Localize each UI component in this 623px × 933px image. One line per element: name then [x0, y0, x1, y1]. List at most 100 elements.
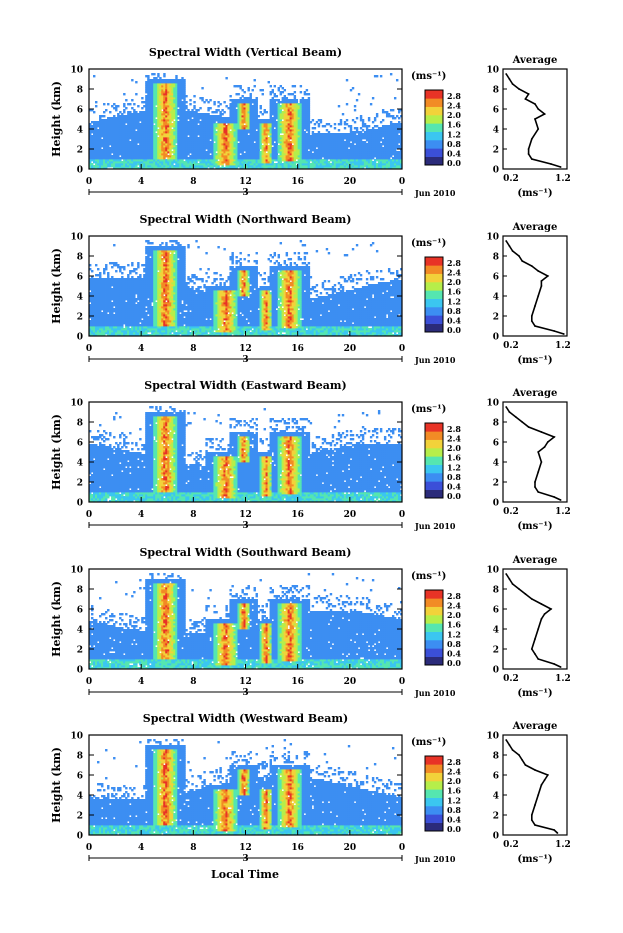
heatmap-cell: [239, 85, 241, 87]
heatmap-cell: [254, 79, 256, 81]
heatmap-cell: [189, 99, 191, 101]
heatmap-cell: [95, 264, 97, 266]
date-label: Jun 2010: [414, 188, 456, 198]
heatmap-cell: [266, 111, 268, 113]
x-tick-label: 4: [138, 177, 144, 187]
profile-point: [509, 78, 511, 80]
heatmap-cells: [89, 240, 402, 336]
heatmap-cell: [394, 97, 396, 99]
y-tick-label: 4: [77, 126, 83, 136]
y-axis-label: Height (km): [50, 81, 63, 157]
profile-point: [560, 166, 562, 168]
heatmap-cell: [262, 93, 264, 95]
heatmap-cell: [225, 77, 227, 79]
heatmap-cell: [274, 85, 276, 87]
profile-x-tick-label: 0.2: [503, 174, 519, 184]
heatmap-cell: [223, 101, 225, 103]
x-tick-label: 20: [344, 177, 357, 187]
y-tick-label: 6: [77, 106, 83, 116]
heatmap-cell: [95, 101, 97, 103]
heatmap-cell: [268, 81, 270, 83]
colorbar-segment: [425, 132, 443, 141]
heatmap-cell: [356, 99, 358, 101]
heatmap-cell: [306, 89, 308, 91]
heatmap-cell: [201, 87, 203, 89]
heatmap-cell: [243, 91, 245, 93]
heatmap-cell: [300, 91, 302, 93]
heatmap-cell: [213, 101, 215, 103]
colorbar-unit: (ms⁻¹): [411, 71, 446, 82]
heatmap-cell: [300, 85, 302, 87]
heatmap-cell: [370, 103, 372, 105]
heatmap-cell: [276, 95, 278, 97]
colorbar-segment: [425, 148, 443, 157]
colorbar-tick-label: 1.2: [447, 129, 461, 139]
y-tick-label: 8: [77, 86, 83, 96]
colorbar-tick-label: 0.4: [447, 148, 461, 158]
colorbar-segment: [425, 115, 443, 124]
heatmap-cell: [312, 119, 314, 121]
heatmap-cell: [248, 87, 250, 89]
colorbar-segment: [425, 157, 443, 166]
y-tick-label: 2: [77, 146, 83, 156]
profile-point: [528, 148, 530, 150]
heatmap-cell: [125, 107, 127, 109]
colorbar-tick-label: 1.6: [447, 120, 461, 130]
heatmap-cell: [358, 93, 360, 95]
heatmap-cell: [346, 79, 348, 81]
heatmap-cell: [229, 95, 231, 97]
heatmap-cell: [99, 272, 101, 274]
profile-point: [528, 93, 530, 95]
colorbar-segment: [425, 90, 443, 99]
heatmap-cell: [256, 97, 258, 99]
heatmap-cell: [392, 109, 394, 111]
heatmap-cell: [396, 79, 398, 81]
profile-point: [525, 98, 527, 100]
profile-y-tick-label: 10: [486, 66, 499, 76]
heatmap-cell: [193, 105, 195, 107]
profile-point: [534, 103, 536, 105]
x-tick-label: 0: [86, 177, 92, 187]
heatmap-cell: [344, 127, 346, 129]
heatmap-cell: [350, 125, 352, 127]
heatmap-cell: [131, 79, 133, 81]
heatmap-cell: [334, 123, 336, 125]
colorbar-tick-label: 0.0: [447, 158, 461, 168]
x-tick-label: 16: [291, 177, 304, 187]
heatmap-cell: [117, 105, 119, 107]
heatmap-cell: [109, 111, 111, 113]
heatmap-cell: [354, 109, 356, 111]
heatmap-cell: [129, 103, 131, 105]
colorbar-tick-label: 2.8: [447, 91, 461, 101]
heatmap-cell: [376, 75, 378, 77]
heatmap-cell: [362, 119, 364, 121]
heatmap-cell: [93, 111, 95, 113]
y-tick-label: 10: [70, 66, 83, 76]
heatmap-cell: [123, 93, 125, 95]
heatmap-cell: [342, 113, 344, 115]
heatmap-cell: [189, 103, 191, 105]
x-tick-label: 12: [239, 177, 252, 187]
heatmap-cell: [185, 95, 187, 97]
profile-title: Average: [512, 55, 558, 66]
heatmap-cell: [95, 105, 97, 107]
profile-y-tick-label: 8: [493, 86, 499, 96]
heatmap-cell: [254, 85, 256, 87]
colorbar-segment: [425, 98, 443, 107]
heatmap-cell: [294, 95, 296, 97]
heatmap-cell: [390, 73, 392, 75]
heatmap-cell: [107, 103, 109, 105]
heatmap-cell: [209, 107, 211, 109]
profile-point: [512, 83, 514, 85]
heatmap-cell: [131, 99, 133, 101]
heatmap-cell: [133, 103, 135, 105]
heatmap-cell: [368, 125, 370, 127]
profile-y-tick-label: 0: [493, 166, 499, 176]
heatmap-cell: [272, 89, 274, 91]
heatmap-cell: [352, 87, 354, 89]
heatmap-cell: [360, 115, 362, 117]
heatmap-cell: [356, 127, 358, 129]
heatmap-cell: [308, 97, 310, 99]
heatmap-cell: [372, 97, 374, 99]
